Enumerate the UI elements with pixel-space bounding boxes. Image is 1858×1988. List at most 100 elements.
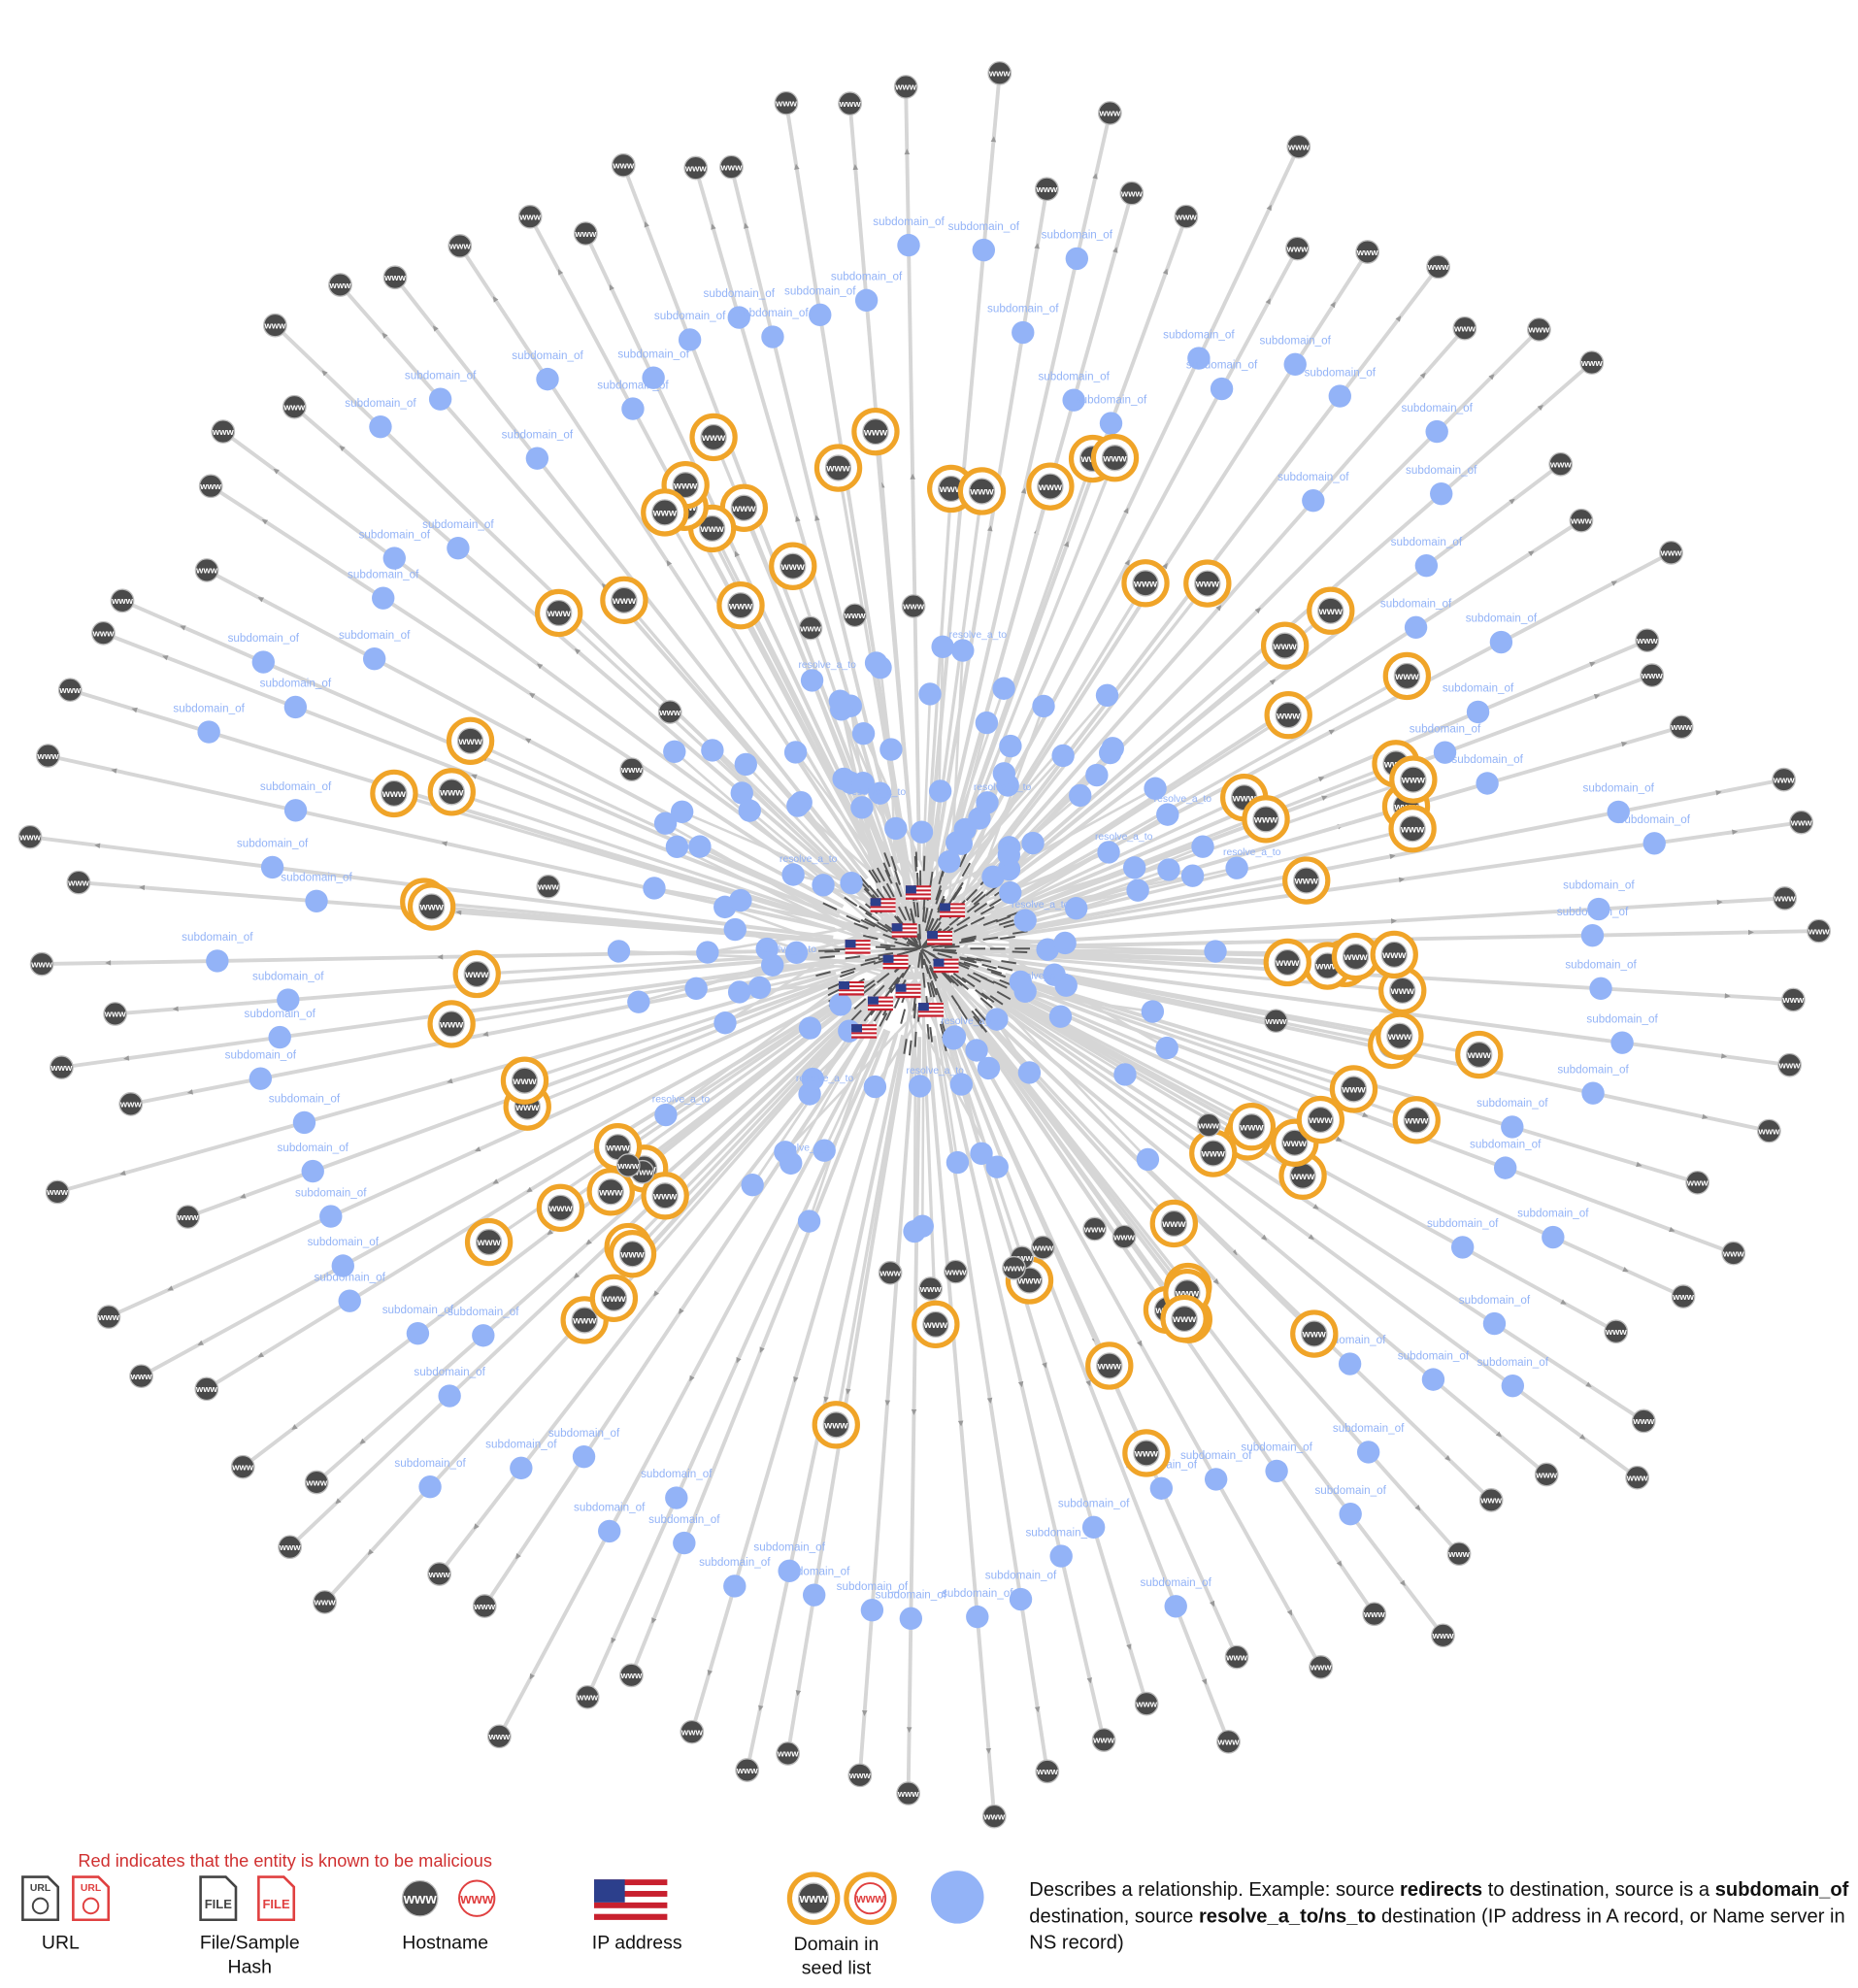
edge-label: resolve_a_to [941,1016,999,1027]
flag-stripe [851,1034,878,1037]
center-edge [1001,960,1016,965]
hostname-icon-text: www [731,504,756,514]
host-node [1069,783,1092,808]
hostname-icon [619,757,645,782]
subdomain-node [854,288,879,313]
hostname-icon-text: www [329,281,352,290]
center-edge [920,947,936,957]
legend-doc-icon-text: URL [30,1883,51,1894]
host-node [812,874,835,897]
subdomain-node [536,367,559,391]
center-edge [961,977,976,988]
center-edge [940,971,952,984]
center-edge [944,945,960,948]
flag-stripe [905,893,931,896]
flag-stripe [867,1002,893,1006]
subdomain-node [438,1384,461,1408]
edge-arrow [1336,1560,1343,1567]
flag-stripe [839,985,865,988]
subdomain-node [809,303,832,327]
edge-arrow [573,1273,581,1279]
subdomain-node [1425,419,1448,444]
hostname-icon [1281,1129,1309,1156]
edge-arrow [1579,1434,1586,1440]
hostname-icon [66,870,91,895]
hostname-icon-text: www [1038,482,1063,493]
flag-stripe [870,904,896,907]
edge [950,968,1126,1077]
host-node [992,762,1016,785]
center-edge [981,963,997,970]
hostname-icon-text: www [18,832,42,842]
edge-arrow [990,136,997,143]
hostname-icon [1362,1602,1387,1627]
edge [977,326,1467,883]
hostname-icon-text: www [1636,636,1659,646]
flag-stripe [851,1036,878,1039]
hostname-icon-text: www [195,1384,218,1394]
hostname-icon-text: www [1197,1120,1220,1130]
edge-label: subdomain_of [173,702,245,714]
edge-arrow [1336,1136,1343,1142]
hostname-icon [700,423,727,451]
center-edge [900,1009,907,1024]
subdomain-node [1149,1476,1174,1500]
subdomain-node [1610,1031,1634,1054]
hostname-icon [1772,767,1796,792]
center-edge [974,902,988,913]
center-edge [980,992,995,1004]
host-node [607,940,631,963]
hostname-icon [1307,1106,1334,1134]
edge-arrow [609,283,614,291]
edge-arrow [1414,1505,1421,1511]
flag-stripe [882,962,909,966]
flag-stripe [594,1879,668,1886]
center-edge [950,995,961,1010]
center-edge [912,901,917,917]
host-node [981,865,1005,889]
center-edge [982,918,999,927]
host-node [976,791,999,814]
hostname-icon-text: www [50,1063,74,1073]
hostname-icon [475,1228,503,1256]
flag-stripe [917,1009,944,1011]
hostname-icon [198,474,223,499]
host-node [738,799,761,822]
host-node [801,1067,824,1091]
subdomain-node [1589,977,1612,1001]
center-edge [995,915,1012,923]
edge-label: resolve_a_to [907,1066,965,1077]
hostname-icon-text: www [1641,671,1664,680]
edge-arrow [1092,173,1098,180]
subdomain-node [1482,1311,1507,1336]
edge [919,947,1189,1294]
hostname-icon [1272,632,1299,659]
host-node [1126,878,1149,902]
edge-arrow [1020,487,1027,494]
host-node [741,1174,764,1197]
host-node [953,817,977,842]
center-edge [948,914,962,927]
flag-stripe [905,897,931,900]
edge-label: subdomain_of [753,1541,825,1554]
hostname-icon-text: www [825,464,850,475]
host-node [783,741,808,764]
edge-arrow [172,1006,179,1011]
edge-arrow [180,625,186,631]
center-edge [896,949,912,956]
center-edge [979,997,993,1009]
hostname-icon [1478,1488,1504,1512]
edge-arrow [105,960,112,966]
hostname-icon-text: www [1528,325,1551,335]
flag-stripe [905,889,931,892]
hostname-icon [1635,628,1660,653]
edge-arrow [1362,1111,1369,1117]
center-edge [918,923,921,940]
subdomain-node [249,1067,273,1090]
edge-label: subdomain_of [837,1580,909,1593]
subdomain-node [331,1254,354,1277]
hostname-icon-text: www [97,1312,120,1322]
host-node [999,880,1022,905]
edge [977,1013,1461,1556]
hostname-icon [1091,1728,1116,1752]
